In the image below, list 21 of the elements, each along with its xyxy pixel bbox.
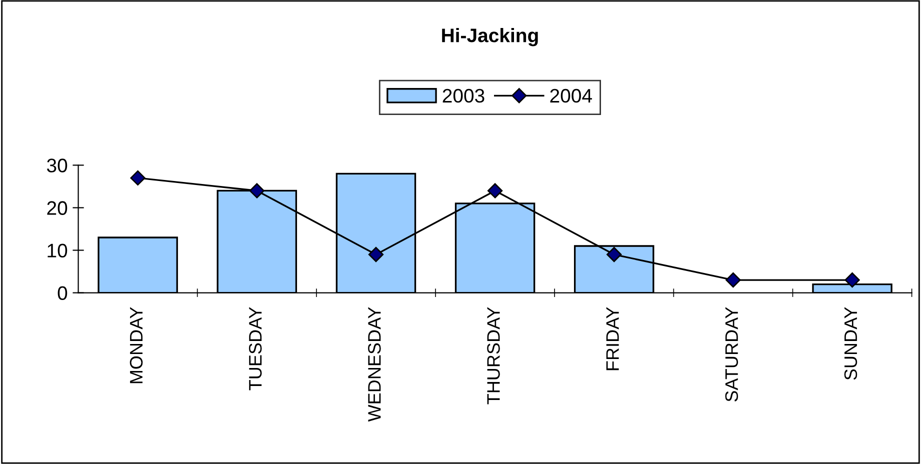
point: [606, 246, 622, 262]
x-tick-label: SUNDAY: [844, 307, 858, 380]
y-tick-label: 20: [47, 201, 68, 215]
x-tick-label: TUESDAY: [248, 307, 262, 390]
x-tick-label: FRIDAY: [606, 307, 619, 370]
x-tick-label: SATURDAY: [725, 307, 738, 402]
x-tick-label: WEDNESDAY: [368, 307, 381, 422]
x-tick-label: THURSDAY: [487, 307, 500, 404]
legend-label: 2004: [550, 88, 592, 103]
y-tick-label: 0: [58, 286, 68, 300]
x-tick-label: MONDAY: [130, 307, 143, 384]
point: [249, 183, 264, 198]
y-tick-label: 10: [48, 244, 68, 258]
legend-label: 2003: [442, 88, 484, 103]
point: [726, 272, 741, 288]
chart-title: Hi-Jacking: [442, 28, 538, 46]
point: [844, 272, 860, 288]
y-tick-label: 30: [46, 158, 68, 172]
point: [130, 170, 146, 186]
point: [487, 183, 503, 198]
point: [368, 246, 384, 262]
